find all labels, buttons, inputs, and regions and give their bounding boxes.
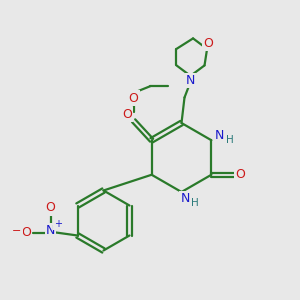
Text: +: + <box>54 219 62 229</box>
Text: O: O <box>46 201 56 214</box>
Text: O: O <box>21 226 31 239</box>
Text: O: O <box>203 37 213 50</box>
Text: H: H <box>226 135 234 145</box>
Text: N: N <box>180 192 190 205</box>
Text: N: N <box>215 129 224 142</box>
Text: O: O <box>122 108 132 121</box>
Text: O: O <box>236 168 245 181</box>
Text: −: − <box>12 226 22 236</box>
Text: N: N <box>46 224 55 238</box>
Text: H: H <box>191 198 199 208</box>
Text: O: O <box>129 92 139 105</box>
Text: N: N <box>186 74 195 87</box>
